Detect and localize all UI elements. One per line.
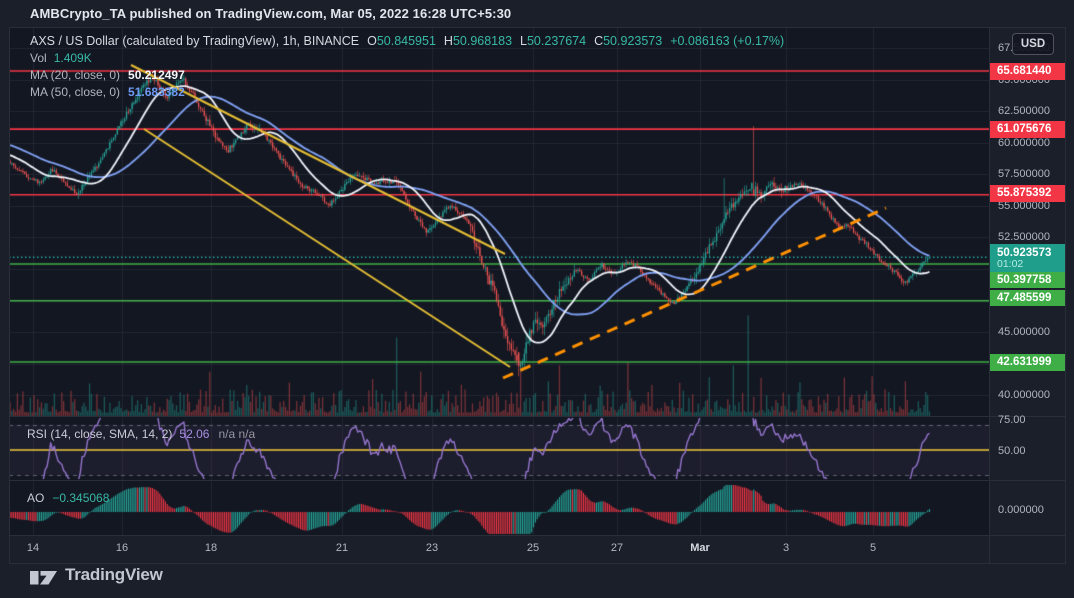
time-tick-label: 3	[782, 542, 790, 554]
ao-tick-label: 0.000000	[998, 504, 1044, 516]
price-badge-resistance: 61.075676	[990, 120, 1066, 138]
price-tick-label: 62.500000	[998, 105, 1050, 117]
currency-toggle-button[interactable]: USD	[1012, 33, 1054, 55]
open-label: O	[367, 34, 377, 48]
low-label: L	[520, 34, 527, 48]
pane-separator-ao[interactable]	[9, 480, 1066, 481]
close-value: 50.923573	[603, 34, 663, 48]
ma50-label: MA (50, close, 0)	[30, 85, 121, 99]
time-tick-label: 16	[115, 542, 129, 554]
rsi-na-values: n/a n/a	[218, 427, 256, 441]
low-value: 50.237674	[526, 34, 587, 48]
time-tick-label: 23	[425, 542, 439, 554]
open-value: 50.845951	[376, 34, 436, 48]
price-tick-label: 60.000000	[998, 137, 1050, 149]
ma50-value: 51.683382	[128, 85, 185, 99]
price-badge-support: 42.631999	[990, 353, 1066, 371]
time-tick-label: 25	[526, 542, 540, 554]
time-tick-label: 5	[869, 542, 877, 554]
price-badge-support: 50.397758	[990, 272, 1066, 288]
price-scale[interactable]: 67.50000065.00000062.50000060.00000057.5…	[990, 28, 1074, 563]
price-tick-label: 52.500000	[998, 231, 1050, 243]
price-chart-canvas[interactable]	[9, 28, 989, 535]
time-tick-label: 14	[26, 542, 40, 554]
price-badge-last: 50.923573 01:02	[990, 243, 1066, 273]
ao-legend: AO −0.345068	[27, 491, 109, 505]
symbol-legend: AXS / US Dollar (calculated by TradingVi…	[30, 34, 784, 48]
volume-legend: Vol 1.409K	[30, 51, 92, 65]
time-tick-label: Mar	[690, 542, 710, 554]
tradingview-logo-icon	[30, 570, 57, 584]
ma50-legend: MA (50, close, 0) 51.683382	[30, 85, 185, 99]
price-tick-label: 45.000000	[998, 326, 1050, 338]
rsi-legend: RSI (14, close, SMA, 14, 2) 52.06 n/a n/…	[27, 427, 255, 441]
volume-value: 1.409K	[53, 51, 92, 65]
high-label: H	[443, 34, 453, 48]
time-axis[interactable]: 14 16 18 21 23 25 27 Mar 3 5	[9, 535, 1066, 564]
time-tick-label: 21	[335, 542, 349, 554]
symbol-title: AXS / US Dollar (calculated by TradingVi…	[30, 34, 360, 48]
price-badge-support: 47.485599	[990, 290, 1066, 306]
publish-attribution-text: AMBCrypto_TA published on TradingView.co…	[30, 6, 512, 21]
rsi-tick-label: 50.00	[998, 445, 1026, 457]
tradingview-brand[interactable]: TradingView	[30, 565, 163, 585]
close-label: C	[594, 34, 604, 48]
price-badge-resistance: 55.875392	[990, 184, 1066, 202]
ao-label: AO	[27, 491, 45, 505]
rsi-label: RSI	[27, 427, 48, 441]
tradingview-wordmark: TradingView	[65, 565, 163, 584]
time-tick-label: 27	[610, 542, 624, 554]
rsi-value: 52.06	[179, 427, 210, 441]
change-value: +0.086163 (+0.17%)	[670, 34, 785, 48]
pane-separator-rsi[interactable]	[9, 416, 1066, 417]
ma20-label: MA (20, close, 0)	[30, 68, 121, 82]
high-value: 50.968183	[452, 34, 513, 48]
price-badge-resistance: 65.681440	[990, 62, 1066, 80]
price-scale-divider	[989, 28, 990, 563]
time-tick-label: 18	[204, 542, 218, 554]
price-tick-label: 55.000000	[998, 200, 1050, 212]
rsi-tick-label: 75.00	[998, 414, 1026, 426]
rsi-params: (14, close, SMA, 14, 2)	[50, 427, 173, 441]
ao-value: −0.345068	[52, 491, 110, 505]
ma20-legend: MA (20, close, 0) 50.212497	[30, 68, 185, 82]
volume-label: Vol	[30, 51, 47, 65]
price-tick-label: 40.000000	[998, 389, 1050, 401]
ma20-value: 50.212497	[128, 68, 185, 82]
price-tick-label: 57.500000	[998, 168, 1050, 180]
